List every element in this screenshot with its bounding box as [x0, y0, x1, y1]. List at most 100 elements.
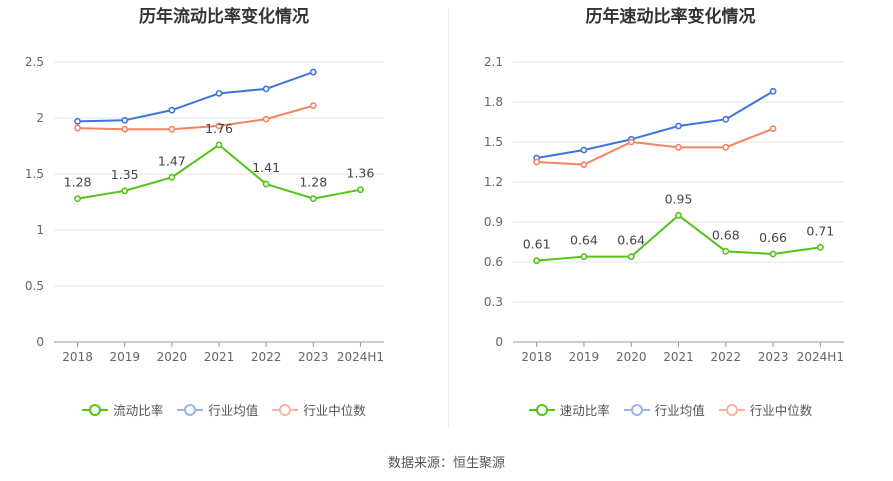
legend-label: 行业均值	[208, 403, 259, 418]
y-tick-label: 1.2	[484, 175, 503, 189]
data-label: 1.36	[347, 166, 375, 181]
data-point	[722, 115, 730, 123]
y-tick-label: 2.1	[484, 55, 503, 69]
data-point	[675, 122, 682, 130]
legend-label: 行业中位数	[749, 403, 813, 418]
legend-item-industry-mean[interactable]: 行业均值	[623, 400, 705, 419]
y-tick-label: 0.5	[25, 279, 44, 293]
x-tick-label: 2020	[157, 350, 188, 364]
data-point	[121, 187, 129, 195]
line-chart-quick-ratio: 0 0.3 0.6 0.9 1.2 1.5 1.8 2.1 2018 2019 2020 2021 20…	[484, 55, 844, 364]
data-label: 0.68	[712, 227, 740, 242]
x-tick-label: 2019	[569, 350, 600, 364]
data-point	[262, 115, 270, 123]
data-point	[722, 143, 730, 151]
data-label: 1.28	[64, 175, 92, 190]
data-point	[168, 106, 176, 114]
legend-item-quick-ratio[interactable]: 速动比率	[528, 400, 610, 419]
x-tick-label: 2022	[251, 350, 282, 364]
series-line	[77, 104, 314, 131]
legend: 流动比率 行业均值 行业中位数	[0, 400, 448, 419]
y-tick-label: 0.9	[484, 215, 503, 229]
data-label: 1.47	[158, 153, 186, 168]
data-label: 0.61	[523, 237, 551, 252]
data-point	[215, 141, 223, 149]
data-point	[74, 117, 81, 125]
chart-panel-current-ratio: 历年流动比率变化情况 0 0.5 1 1.5 2 2.5 2018 2019 2020 2021 2…	[0, 0, 448, 440]
blue-line-marker-icon	[623, 403, 650, 416]
data-label: 1.35	[111, 167, 139, 182]
data-point	[580, 253, 588, 261]
chart-panel-quick-ratio: 历年速动比率变化情况 0 0.3 0.6 0.9 1.2 1.5 1.8 2.1 2018 201…	[448, 0, 893, 440]
y-tick-label: 0	[495, 335, 503, 349]
x-tick-label: 2022	[711, 350, 742, 364]
data-point	[215, 89, 223, 97]
data-point	[533, 158, 541, 166]
panel-divider	[448, 8, 449, 428]
data-point	[309, 68, 317, 76]
legend-item-industry-mean[interactable]: 行业均值	[177, 400, 258, 419]
data-point	[309, 195, 317, 203]
data-point	[262, 180, 270, 188]
series-line	[77, 71, 314, 123]
data-point	[357, 186, 364, 194]
data-point	[580, 146, 588, 154]
data-point	[121, 116, 129, 124]
y-tick-label: 1.5	[25, 167, 44, 181]
x-tick-label: 2018	[62, 350, 93, 364]
x-tick-label: 2024H1	[337, 350, 384, 364]
legend-label: 流动比率	[113, 403, 164, 418]
data-label: 0.66	[759, 230, 787, 245]
data-point	[769, 125, 777, 133]
x-tick-label: 2020	[616, 350, 647, 364]
data-point	[722, 247, 730, 255]
legend-item-current-ratio[interactable]: 流动比率	[82, 400, 163, 419]
data-point	[627, 138, 635, 146]
data-label: 1.76	[205, 121, 233, 136]
chart-title: 历年流动比率变化情况	[139, 7, 309, 27]
series-line	[536, 90, 774, 159]
y-tick-label: 2	[36, 111, 44, 125]
chart-title: 历年速动比率变化情况	[585, 7, 756, 27]
data-point	[168, 125, 176, 133]
data-point	[74, 195, 81, 203]
data-point	[675, 211, 682, 219]
y-tick-label: 0.3	[484, 295, 503, 309]
x-tick-label: 2018	[521, 350, 552, 364]
data-point	[121, 125, 129, 133]
y-tick-label: 0.6	[484, 255, 503, 269]
data-point	[262, 85, 270, 93]
data-point	[74, 124, 81, 132]
y-tick-label: 1	[36, 223, 44, 237]
y-tick-label: 0	[36, 335, 44, 349]
x-tick-label: 2023	[298, 350, 329, 364]
data-point	[627, 253, 635, 261]
data-point	[580, 161, 588, 169]
orange-line-marker-icon	[272, 403, 299, 416]
blue-line-marker-icon	[177, 403, 204, 416]
y-tick-label: 2.5	[25, 55, 44, 69]
legend-label: 行业均值	[654, 403, 705, 418]
data-point	[769, 87, 777, 95]
orange-line-marker-icon	[718, 403, 745, 416]
x-tick-label: 2024H1	[797, 350, 844, 364]
x-tick-label: 2023	[758, 350, 789, 364]
data-point	[168, 173, 176, 181]
data-label: 1.28	[299, 175, 327, 190]
data-point	[816, 243, 824, 251]
data-label: 0.95	[665, 191, 693, 206]
data-label: 0.64	[570, 233, 598, 248]
x-tick-label: 2019	[109, 350, 140, 364]
legend-item-industry-median[interactable]: 行业中位数	[718, 400, 813, 419]
data-source-note: 数据来源：恒生聚源	[387, 456, 505, 471]
series-line	[536, 127, 774, 166]
data-point	[215, 122, 223, 130]
y-tick-label: 1.8	[484, 95, 503, 109]
data-point	[533, 257, 541, 265]
green-line-marker-icon	[528, 403, 555, 416]
data-label: 0.71	[806, 223, 834, 238]
legend-label: 速动比率	[559, 403, 610, 418]
data-point	[309, 102, 317, 110]
data-label: 1.41	[252, 160, 280, 175]
legend-item-industry-median[interactable]: 行业中位数	[272, 400, 366, 419]
